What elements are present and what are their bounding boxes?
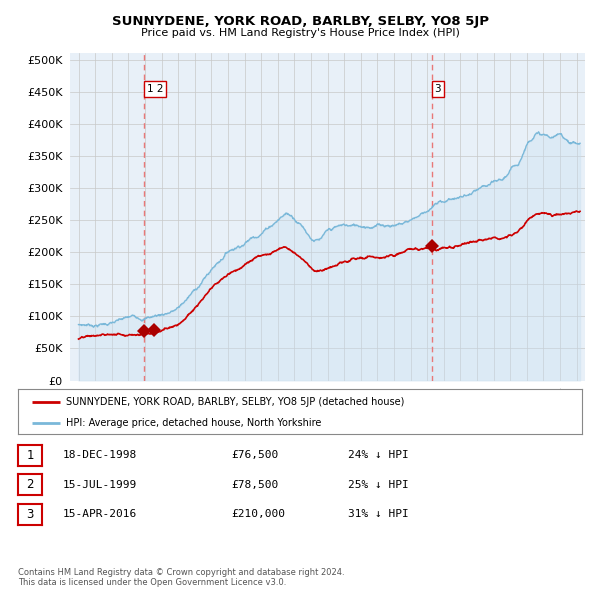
Text: HPI: Average price, detached house, North Yorkshire: HPI: Average price, detached house, Nort… — [66, 418, 322, 428]
Text: 1: 1 — [26, 448, 34, 462]
Text: SUNNYDENE, YORK ROAD, BARLBY, SELBY, YO8 5JP (detached house): SUNNYDENE, YORK ROAD, BARLBY, SELBY, YO8… — [66, 397, 404, 407]
Text: 24% ↓ HPI: 24% ↓ HPI — [348, 450, 409, 460]
Text: 25% ↓ HPI: 25% ↓ HPI — [348, 480, 409, 490]
Text: £78,500: £78,500 — [231, 480, 278, 490]
Text: SUNNYDENE, YORK ROAD, BARLBY, SELBY, YO8 5JP: SUNNYDENE, YORK ROAD, BARLBY, SELBY, YO8… — [112, 15, 488, 28]
Text: 3: 3 — [434, 84, 441, 94]
Text: Contains HM Land Registry data © Crown copyright and database right 2024.
This d: Contains HM Land Registry data © Crown c… — [18, 568, 344, 587]
Text: 15-JUL-1999: 15-JUL-1999 — [63, 480, 137, 490]
Text: £210,000: £210,000 — [231, 509, 285, 519]
Text: 31% ↓ HPI: 31% ↓ HPI — [348, 509, 409, 519]
Text: 15-APR-2016: 15-APR-2016 — [63, 509, 137, 519]
Text: 2: 2 — [26, 478, 34, 491]
Text: 3: 3 — [26, 507, 34, 521]
Text: 18-DEC-1998: 18-DEC-1998 — [63, 450, 137, 460]
Text: £76,500: £76,500 — [231, 450, 278, 460]
Text: Price paid vs. HM Land Registry's House Price Index (HPI): Price paid vs. HM Land Registry's House … — [140, 28, 460, 38]
Text: 1 2: 1 2 — [147, 84, 163, 94]
